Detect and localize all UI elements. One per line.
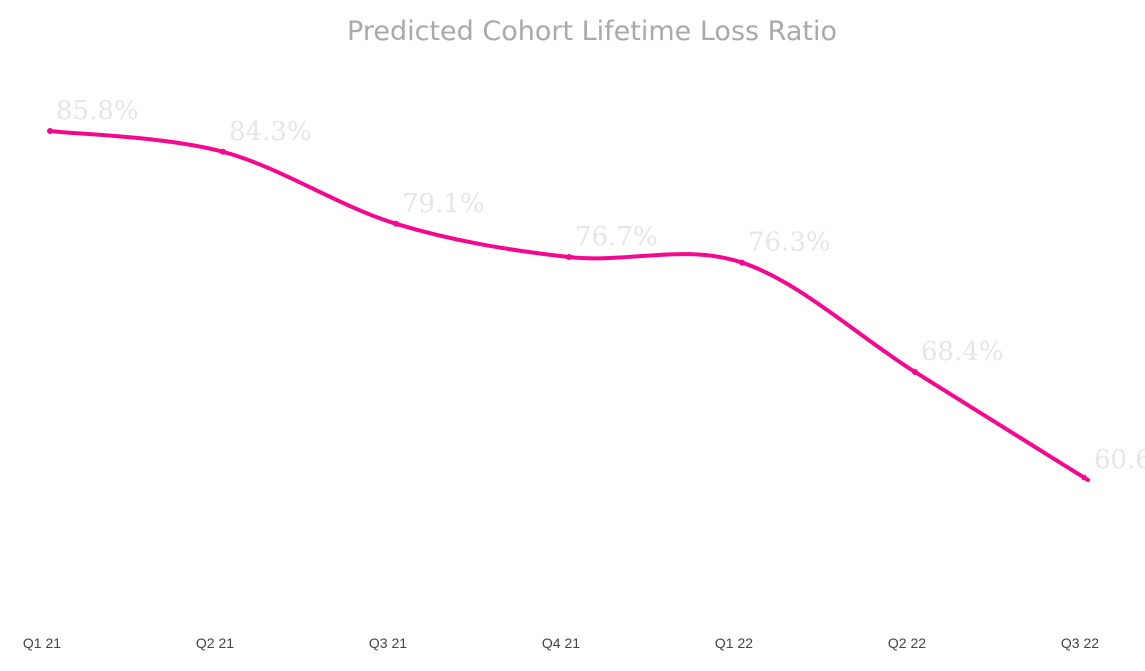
point <box>739 259 745 266</box>
point <box>912 368 918 375</box>
value-label: 76.3% <box>748 228 831 258</box>
value-label: 79.1% <box>402 189 485 219</box>
x-tick-label: Q3 21 <box>369 635 407 651</box>
point <box>220 148 226 155</box>
chart-title: Predicted Cohort Lifetime Loss Ratio <box>347 16 837 47</box>
point <box>566 254 572 261</box>
value-label: 68.4% <box>921 337 1004 367</box>
x-tick-label: Q3 22 <box>1061 635 1099 651</box>
x-tick-label: Q2 21 <box>196 635 234 651</box>
point <box>47 128 53 134</box>
line <box>48 129 1090 483</box>
value-label: 76.7% <box>575 222 658 252</box>
value-label: 60.6% <box>1094 445 1145 475</box>
x-tick-label: Q1 21 <box>23 635 61 651</box>
x-tick-label: Q4 21 <box>542 635 580 651</box>
value-label: 84.3% <box>229 117 312 147</box>
value-label: 85.8% <box>56 96 139 126</box>
x-tick-label: Q1 22 <box>715 635 753 651</box>
x-tick-label: Q2 22 <box>888 635 926 651</box>
point <box>393 220 399 227</box>
